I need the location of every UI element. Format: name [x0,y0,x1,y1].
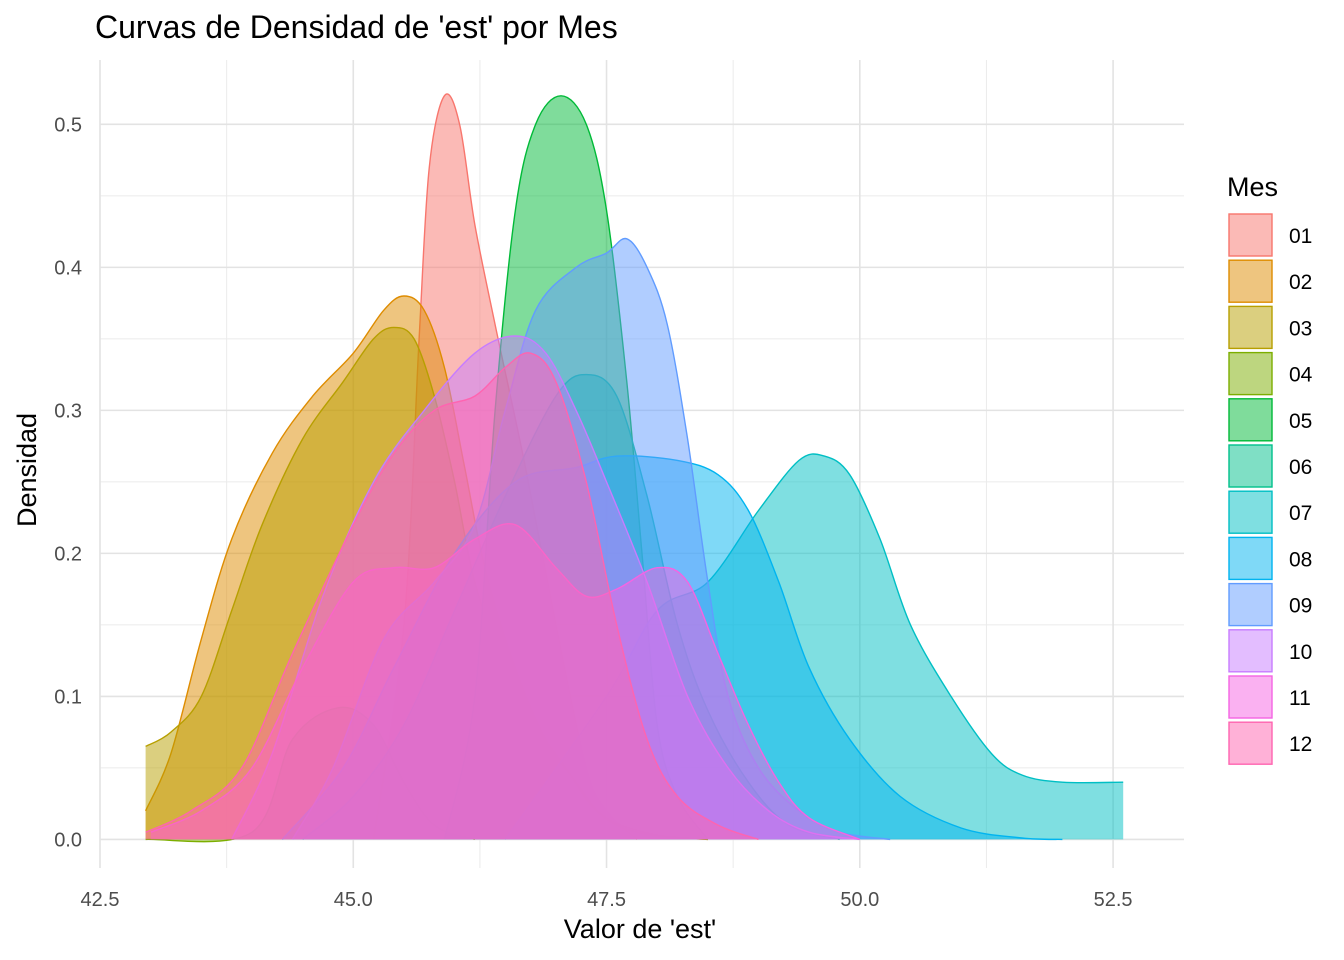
legend: Mes 01 02 03 04 05 06 07 08 09 10 11 12 [1227,172,1313,765]
legend-label-02: 02 [1289,271,1312,294]
y-tick-label: 0.5 [54,114,82,136]
x-axis-title: Valor de 'est' [564,914,716,944]
legend-key-02 [1228,259,1273,303]
legend-label-07: 07 [1289,502,1312,525]
x-tick-label: 47.5 [587,889,626,911]
legend-label-11: 11 [1289,687,1311,710]
legend-key-05 [1228,398,1273,442]
density-area-12 [145,352,759,840]
legend-label-03: 03 [1289,317,1312,340]
legend-label-12: 12 [1289,733,1312,756]
y-tick-label: 0.2 [54,543,82,565]
legend-key-08 [1228,536,1273,581]
legend-key-01 [1228,213,1273,257]
x-tick-label: 52.5 [1094,889,1133,911]
legend-key-10 [1228,629,1273,673]
legend-label-04: 04 [1289,364,1313,387]
legend-key-04 [1228,351,1273,396]
legend-key-07 [1228,490,1273,534]
legend-key-06 [1228,444,1273,488]
legend-label-01: 01 [1289,225,1312,248]
x-axis-ticks: 42.5 45.0 47.5 50.0 52.5 [81,889,1133,911]
legend-key-12 [1228,721,1273,765]
x-tick-label: 50.0 [840,889,879,911]
y-tick-label: 0.4 [54,257,82,279]
chart-title: Curvas de Densidad de 'est' por Mes [95,9,618,45]
plot-panel [99,60,1184,868]
x-tick-label: 45.0 [334,889,373,911]
legend-label-09: 09 [1289,595,1312,618]
x-tick-label: 42.5 [81,889,120,911]
legend-key-03 [1228,305,1273,350]
legend-label-10: 10 [1289,641,1312,664]
y-axis-title: Densidad [12,413,42,527]
legend-label-05: 05 [1289,410,1312,433]
legend-label-08: 08 [1289,548,1312,571]
density-areas [144,93,1124,843]
y-axis-ticks: 0.0 0.1 0.2 0.3 0.4 0.5 [54,114,82,851]
legend-label-06: 06 [1289,456,1312,479]
legend-title: Mes [1227,172,1278,202]
legend-key-09 [1228,582,1273,627]
density-line-12 [145,352,759,841]
legend-items: 01 02 03 04 05 06 07 08 09 10 11 12 [1228,213,1313,765]
y-tick-label: 0.3 [54,400,82,422]
legend-key-11 [1228,675,1273,719]
y-tick-label: 0.0 [54,829,82,851]
y-tick-label: 0.1 [54,686,82,708]
